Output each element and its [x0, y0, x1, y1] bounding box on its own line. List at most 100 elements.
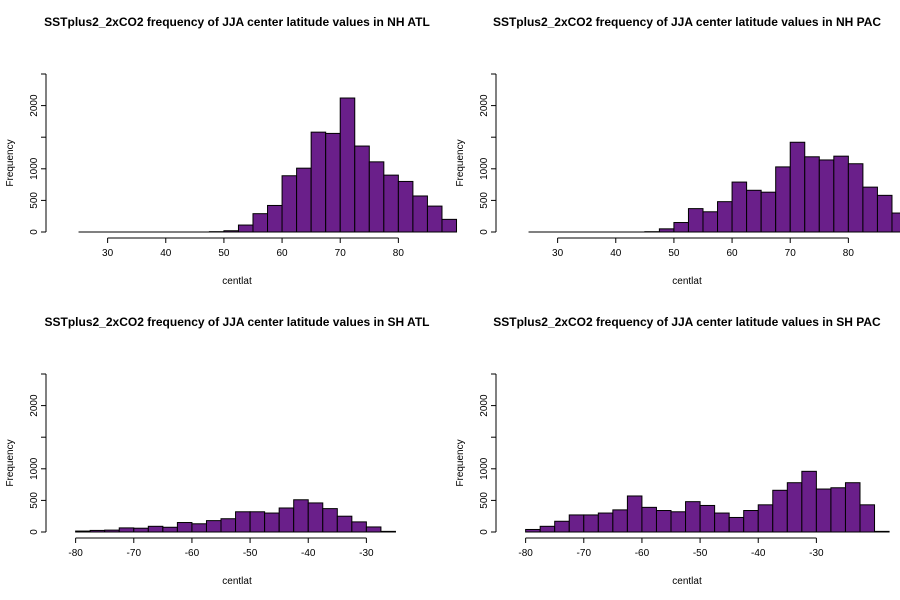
x-tick-label: 60: [727, 248, 739, 259]
x-tick-label: 80: [393, 248, 405, 259]
y-tick-label: 1000: [29, 457, 40, 480]
histogram-bar: [325, 132, 341, 233]
histogram-bar: [191, 523, 207, 533]
histogram-bar: [847, 163, 864, 233]
histogram-bar: [235, 511, 251, 533]
histogram-bar: [757, 504, 774, 533]
histogram-bar: [412, 195, 428, 233]
histogram-bar: [670, 511, 687, 533]
histogram-bar: [568, 514, 585, 533]
x-tick-label: -70: [577, 548, 592, 559]
x-tick-label: 50: [218, 248, 230, 259]
y-tick-label: 0: [29, 529, 40, 535]
histogram-bar: [717, 201, 733, 233]
x-tick-label: 40: [610, 248, 622, 259]
x-tick-label: 30: [102, 248, 114, 259]
x-tick-label: -30: [809, 548, 824, 559]
histogram-bar: [118, 527, 135, 533]
histogram-bar: [252, 213, 269, 233]
histogram-bar: [249, 511, 266, 533]
y-tick-label: 500: [479, 492, 490, 509]
histogram-bar: [426, 205, 443, 233]
histogram-panel-4: SSTplus2_2xCO2 frequency of JJA center l…: [455, 315, 890, 587]
histogram-bar: [699, 504, 716, 533]
histogram-bar: [786, 482, 803, 533]
histogram-bar: [789, 141, 806, 233]
histogram-bar: [307, 502, 324, 533]
histogram-bar: [641, 506, 657, 533]
histogram-bar: [365, 526, 382, 533]
x-tick-label: 70: [785, 248, 797, 259]
histogram-bar: [891, 212, 900, 233]
y-tick-label: 0: [479, 229, 490, 235]
histogram-bar: [844, 482, 861, 533]
x-tick-label: -80: [518, 548, 533, 559]
histogram-bar: [818, 159, 835, 233]
y-tick-label: 2000: [29, 394, 40, 417]
histogram-bar: [714, 512, 730, 533]
x-tick-label: -70: [127, 548, 142, 559]
histogram-panel-3: SSTplus2_2xCO2 frequency of JJA center l…: [5, 315, 430, 587]
y-tick-label: 500: [29, 192, 40, 209]
histogram-bar: [876, 194, 893, 233]
x-tick-label: 80: [843, 248, 855, 259]
histogram-bar: [685, 501, 701, 533]
panel-title: SSTplus2_2xCO2 frequency of JJA center l…: [493, 315, 881, 329]
histogram-bar: [368, 161, 385, 233]
histogram-bar: [278, 507, 295, 533]
histogram-panel-1: SSTplus2_2xCO2 frequency of JJA center l…: [5, 15, 458, 287]
histogram-bar: [237, 224, 254, 233]
histogram-bar: [397, 180, 414, 233]
x-tick-label: -30: [359, 548, 374, 559]
histogram-bar: [176, 522, 193, 533]
histogram-bar: [830, 487, 846, 533]
histogram-bar: [626, 495, 643, 533]
histogram-bar: [746, 189, 762, 233]
histogram-bar: [583, 514, 599, 533]
x-axis-label: centlat: [222, 276, 252, 287]
histogram-bar: [687, 208, 704, 233]
histogram-bar: [322, 508, 338, 533]
histogram-bar: [339, 97, 356, 233]
y-tick-label: 500: [29, 492, 40, 509]
x-tick-label: -60: [185, 548, 200, 559]
histogram-bar: [354, 145, 370, 233]
panel-title: SSTplus2_2xCO2 frequency of JJA center l…: [493, 15, 881, 29]
histogram-bar: [612, 509, 628, 533]
histogram-bar: [775, 166, 791, 233]
histogram-bar: [597, 512, 614, 533]
histogram-bar: [554, 520, 570, 533]
y-tick-label: 2000: [479, 94, 490, 117]
histogram-bar: [162, 526, 178, 533]
histogram-bar: [772, 489, 788, 533]
histogram-bar: [281, 175, 298, 233]
histogram-bar: [267, 204, 283, 233]
histogram-bar: [815, 488, 832, 533]
x-tick-label: 30: [552, 248, 564, 259]
y-tick-label: 2000: [29, 94, 40, 117]
y-axis-label: Frequency: [455, 439, 466, 486]
histogram-bar: [702, 211, 719, 233]
x-tick-label: -50: [693, 548, 708, 559]
histogram-bar: [336, 515, 353, 533]
y-tick-label: 1000: [479, 157, 490, 180]
histogram-bar: [296, 167, 312, 233]
histogram-bar: [833, 155, 849, 233]
histogram-bar: [441, 218, 458, 233]
y-axis-label: Frequency: [5, 439, 16, 486]
y-tick-label: 2000: [479, 394, 490, 417]
y-tick-label: 500: [479, 192, 490, 209]
histogram-bar: [264, 512, 280, 533]
x-tick-label: -40: [301, 548, 316, 559]
x-tick-label: -50: [243, 548, 258, 559]
x-tick-label: -60: [635, 548, 650, 559]
x-axis-label: centlat: [672, 276, 702, 287]
panel-title: SSTplus2_2xCO2 frequency of JJA center l…: [44, 15, 430, 29]
x-tick-label: 70: [335, 248, 347, 259]
y-axis-label: Frequency: [5, 139, 16, 186]
histogram-panel-2: SSTplus2_2xCO2 frequency of JJA center l…: [455, 15, 900, 287]
y-axis-label: Frequency: [455, 139, 466, 186]
x-tick-label: 60: [277, 248, 289, 259]
histogram-bar: [133, 527, 149, 533]
